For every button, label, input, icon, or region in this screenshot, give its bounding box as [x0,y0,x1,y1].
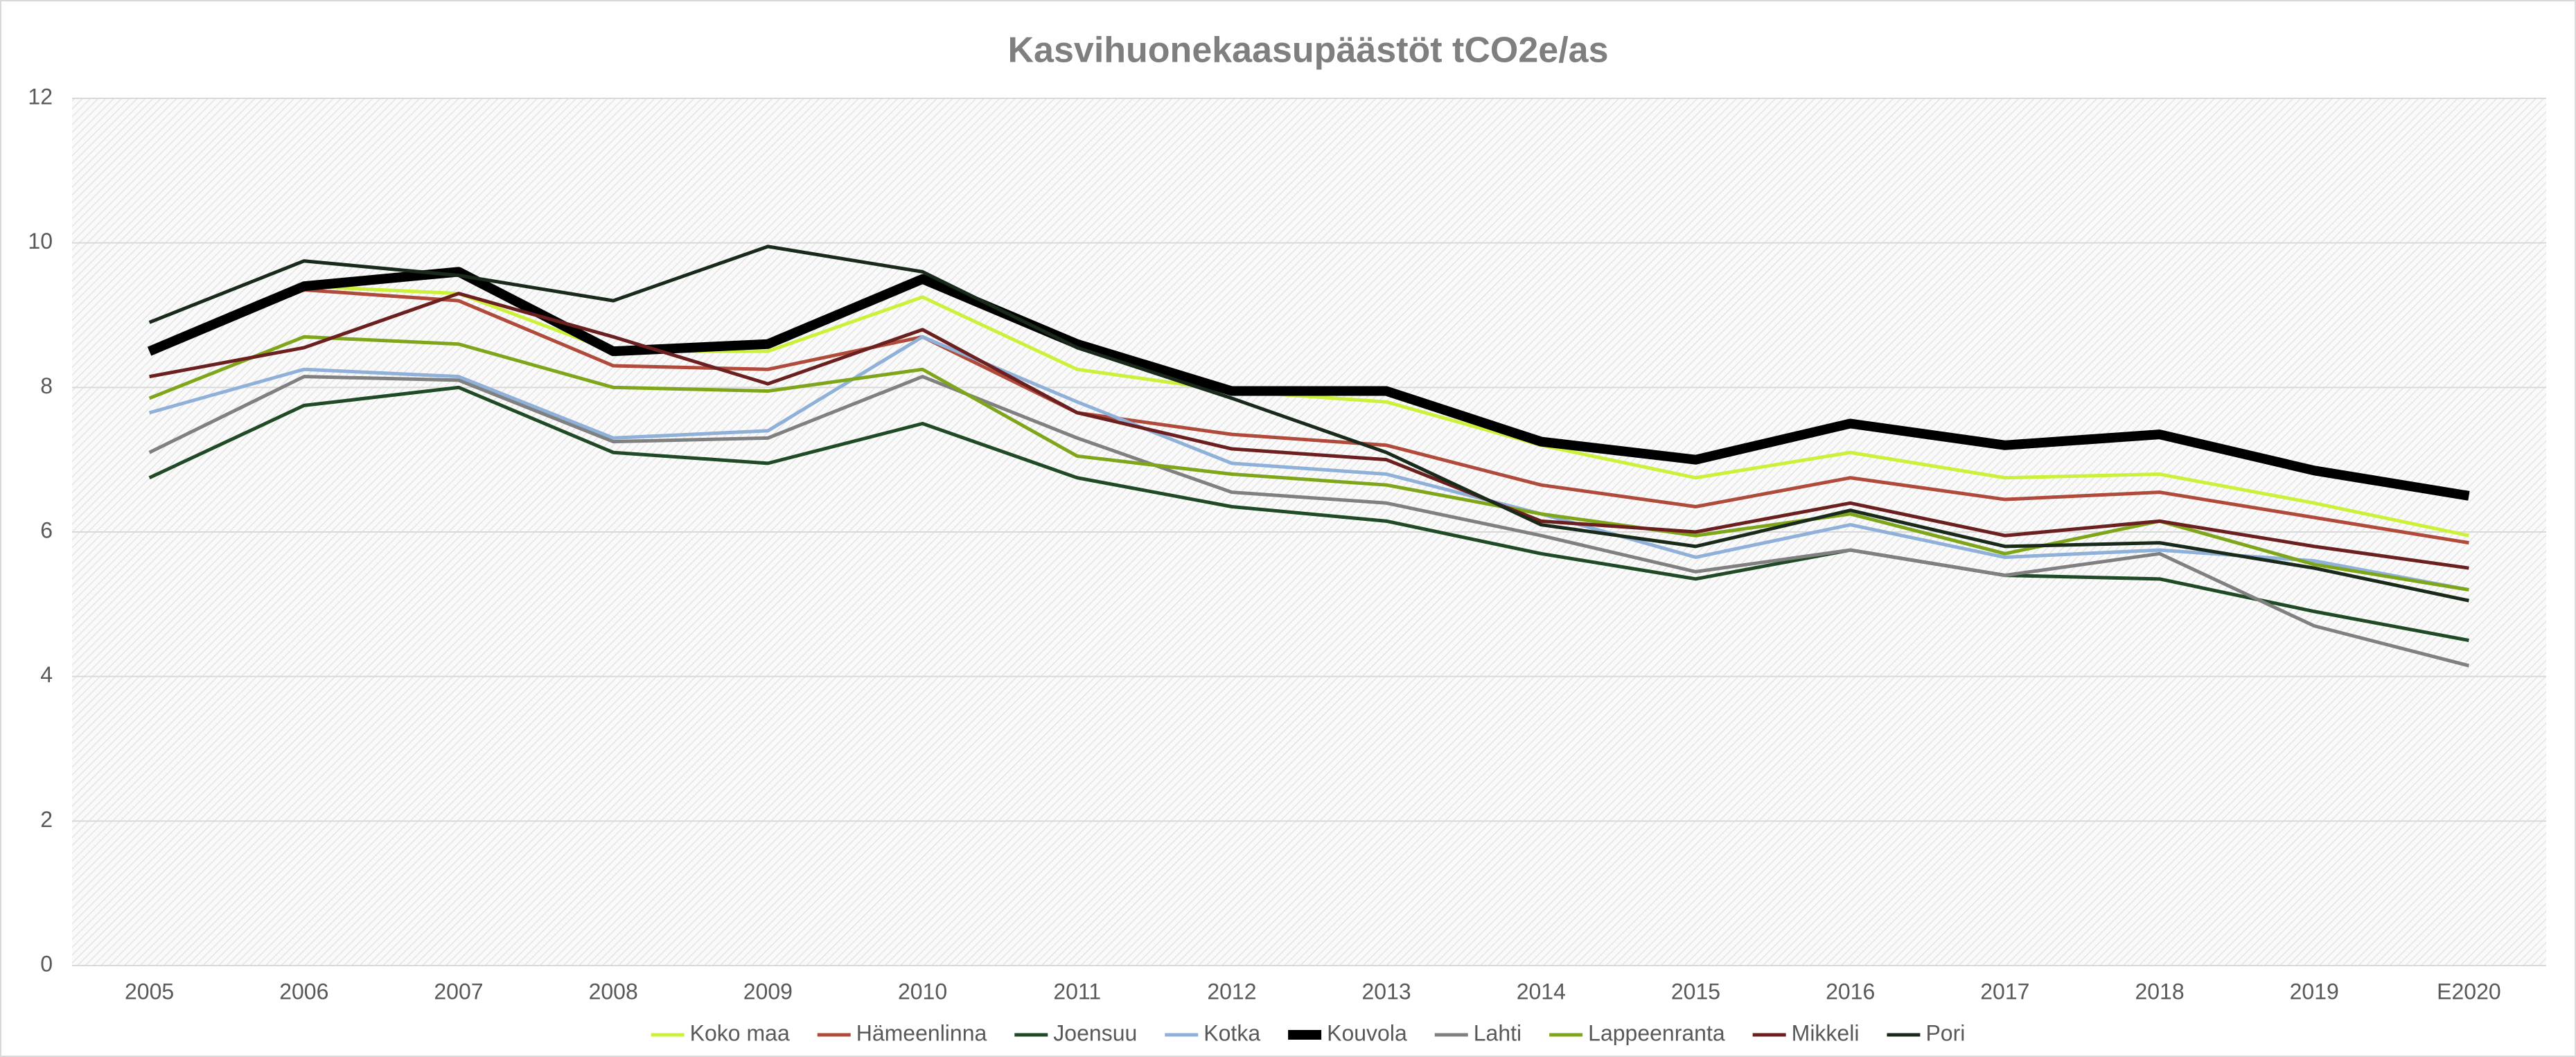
series-line [148,245,2469,603]
legend-label: Koko maa [690,1020,790,1045]
series-line [148,385,2469,642]
x-tick-label: 2015 [1671,979,1720,1004]
y-tick-label: 0 [40,951,53,976]
x-tick-label: 2009 [743,979,793,1004]
series-line [148,335,2469,592]
y-tick-label: 6 [40,517,53,542]
series-line [148,284,2469,538]
x-tick-label: 2006 [279,979,328,1004]
x-tick-label: 2016 [1826,979,1875,1004]
series-line [148,287,2469,545]
x-tick-label: 2005 [125,979,174,1004]
x-tick-label: 2012 [1207,979,1256,1004]
x-tick-label: 2013 [1362,979,1411,1004]
legend-label: Pori [1925,1020,1965,1045]
legend-label: Mikkeli [1792,1020,1860,1045]
y-tick-label: 4 [40,662,53,687]
legend: Koko maa Hämeenlinna Joensuu Kotka Kouvola La… [651,1020,1965,1045]
x-tick-label: 2010 [898,979,947,1004]
x-tick-label: 2008 [589,979,638,1004]
x-tick-label: E2020 [2437,979,2501,1004]
y-tick-label: 2 [40,807,53,832]
y-tick-label: 8 [40,373,53,398]
x-tick-label: 2007 [434,979,483,1004]
legend-label: Kouvola [1327,1020,1407,1045]
x-tick-label: 2019 [2290,979,2339,1004]
legend-label: Hämeenlinna [856,1020,987,1045]
y-tick-label: 12 [28,84,53,109]
x-tick-label: 2017 [1980,979,2029,1004]
legend-label: Lahti [1474,1020,1521,1045]
y-tick-label: 10 [28,229,53,254]
chart-title: Kasvihuonekaasupäästöt tCO2e/as [1008,30,1609,71]
series-line [149,292,2469,570]
x-tick-label: 2014 [1517,979,1566,1004]
series-line [147,267,2470,501]
x-tick-label: 2018 [2135,979,2184,1004]
series-line [148,375,2470,668]
legend-label: Kotka [1203,1020,1260,1045]
series-line [148,335,2469,592]
legend-label: Joensuu [1053,1020,1137,1045]
x-tick-label: 2011 [1053,979,1101,1004]
legend-label: Lappeenranta [1588,1020,1725,1045]
